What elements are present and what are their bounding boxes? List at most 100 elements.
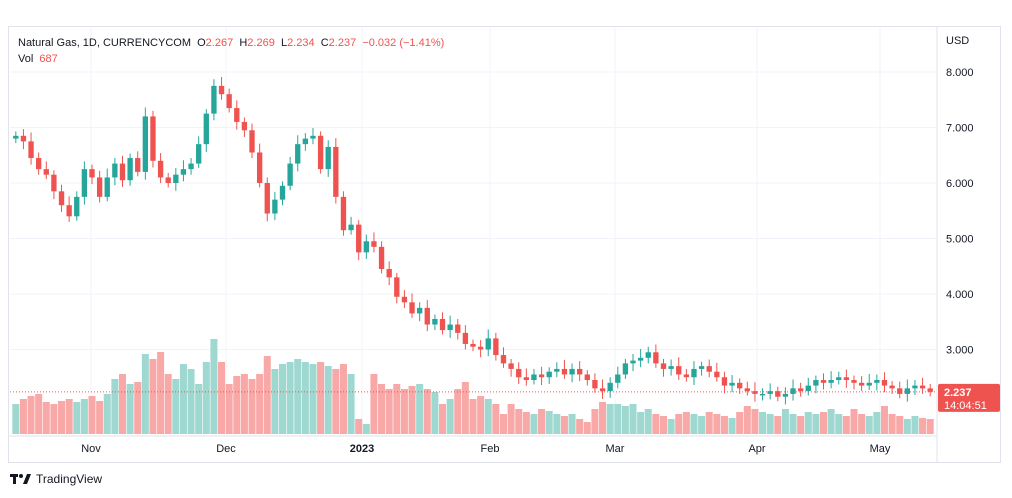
candle-body[interactable] bbox=[424, 307, 430, 325]
candle-body[interactable] bbox=[249, 130, 255, 153]
candle-body[interactable] bbox=[569, 368, 575, 375]
candle-body[interactable] bbox=[836, 377, 842, 381]
candle-body[interactable] bbox=[889, 385, 895, 389]
candle-body[interactable] bbox=[348, 224, 354, 231]
candle-body[interactable] bbox=[660, 363, 667, 369]
candle-body[interactable] bbox=[813, 380, 819, 386]
candle-body[interactable] bbox=[653, 352, 659, 364]
candle-body[interactable] bbox=[279, 185, 286, 200]
candle-body[interactable] bbox=[630, 360, 636, 364]
candle-body[interactable] bbox=[356, 224, 362, 253]
candle-body[interactable] bbox=[340, 196, 347, 231]
candle-body[interactable] bbox=[394, 277, 400, 297]
candle-body[interactable] bbox=[782, 393, 789, 397]
candle-body[interactable] bbox=[668, 366, 674, 369]
candle-body[interactable] bbox=[843, 377, 850, 381]
candle-body[interactable] bbox=[721, 377, 728, 386]
candle-body[interactable] bbox=[157, 160, 164, 178]
candle-body[interactable] bbox=[881, 380, 888, 386]
candle-body[interactable] bbox=[820, 380, 827, 383]
candle-body[interactable] bbox=[104, 177, 110, 197]
candle-body[interactable] bbox=[516, 368, 522, 378]
candle-body[interactable] bbox=[51, 174, 57, 192]
candle-body[interactable] bbox=[897, 388, 903, 394]
candle-body[interactable] bbox=[89, 169, 95, 178]
candle-body[interactable] bbox=[20, 135, 27, 142]
candle-body[interactable] bbox=[500, 355, 507, 364]
candle-body[interactable] bbox=[150, 116, 156, 161]
last-price-badge[interactable] bbox=[938, 383, 1000, 412]
candle-body[interactable] bbox=[805, 385, 811, 392]
candle-body[interactable] bbox=[691, 368, 697, 378]
candle-body[interactable] bbox=[188, 163, 194, 170]
candle-body[interactable] bbox=[599, 388, 606, 392]
candle-body[interactable] bbox=[714, 371, 720, 378]
candle-body[interactable] bbox=[58, 191, 65, 206]
candle-body[interactable] bbox=[371, 241, 377, 247]
candle-body[interactable] bbox=[607, 382, 613, 392]
candle-body[interactable] bbox=[874, 380, 880, 383]
candle-body[interactable] bbox=[775, 391, 781, 397]
candle-body[interactable] bbox=[759, 393, 766, 396]
candle-body[interactable] bbox=[28, 141, 34, 159]
candle-body[interactable] bbox=[226, 94, 232, 109]
candle-body[interactable] bbox=[828, 380, 834, 383]
candle-body[interactable] bbox=[295, 144, 301, 164]
candle-body[interactable] bbox=[409, 302, 415, 314]
candle-body[interactable] bbox=[180, 169, 187, 175]
candle-body[interactable] bbox=[203, 113, 209, 145]
candle-body[interactable] bbox=[241, 121, 248, 131]
candle-body[interactable] bbox=[310, 135, 316, 139]
candle-body[interactable] bbox=[904, 388, 910, 394]
candle-body[interactable] bbox=[325, 146, 331, 170]
candle-body[interactable] bbox=[218, 85, 225, 95]
candle-body[interactable] bbox=[523, 377, 530, 381]
candle-body[interactable] bbox=[135, 158, 141, 172]
candle-body[interactable] bbox=[36, 158, 42, 170]
candle-body[interactable] bbox=[234, 108, 240, 122]
candle-body[interactable] bbox=[112, 163, 118, 178]
candle-body[interactable] bbox=[538, 374, 545, 378]
candle-body[interactable] bbox=[790, 388, 796, 394]
candle-body[interactable] bbox=[485, 338, 491, 350]
candle-body[interactable] bbox=[706, 366, 712, 372]
candle-body[interactable] bbox=[142, 116, 149, 172]
candle-body[interactable] bbox=[637, 357, 644, 361]
candle-body[interactable] bbox=[272, 199, 278, 214]
candle-body[interactable] bbox=[287, 163, 293, 186]
candle-body[interactable] bbox=[927, 388, 933, 392]
candle-body[interactable] bbox=[912, 385, 918, 389]
candle-body[interactable] bbox=[211, 85, 217, 114]
candle-body[interactable] bbox=[561, 368, 568, 375]
candle-body[interactable] bbox=[858, 382, 865, 386]
candle-body[interactable] bbox=[401, 296, 408, 303]
candle-body[interactable] bbox=[737, 382, 743, 389]
candle-body[interactable] bbox=[119, 163, 126, 181]
candle-body[interactable] bbox=[797, 388, 804, 392]
candle-body[interactable] bbox=[302, 138, 309, 145]
candle-body[interactable] bbox=[851, 380, 857, 383]
candle-body[interactable] bbox=[592, 380, 598, 389]
candle-body[interactable] bbox=[729, 382, 735, 386]
candle-body[interactable] bbox=[13, 135, 19, 139]
candle-body[interactable] bbox=[317, 135, 324, 170]
candle-body[interactable] bbox=[546, 371, 552, 378]
candle-body[interactable] bbox=[173, 174, 179, 183]
candle-body[interactable] bbox=[447, 324, 453, 331]
candle-body[interactable] bbox=[531, 374, 537, 381]
candle-body[interactable] bbox=[386, 269, 392, 278]
candle-body[interactable] bbox=[508, 363, 514, 369]
candle-body[interactable] bbox=[554, 368, 560, 372]
candle-body[interactable] bbox=[96, 177, 103, 197]
candle-body[interactable] bbox=[683, 374, 690, 378]
candle-body[interactable] bbox=[470, 343, 476, 347]
candle-body[interactable] bbox=[866, 382, 872, 386]
candle-body[interactable] bbox=[333, 146, 339, 197]
volume-label[interactable]: Vol bbox=[18, 53, 34, 65]
candle-body[interactable] bbox=[622, 363, 629, 375]
candle-body[interactable] bbox=[744, 388, 750, 392]
candle-body[interactable] bbox=[127, 158, 133, 181]
candle-body[interactable] bbox=[81, 169, 88, 197]
candle-body[interactable] bbox=[363, 241, 369, 253]
